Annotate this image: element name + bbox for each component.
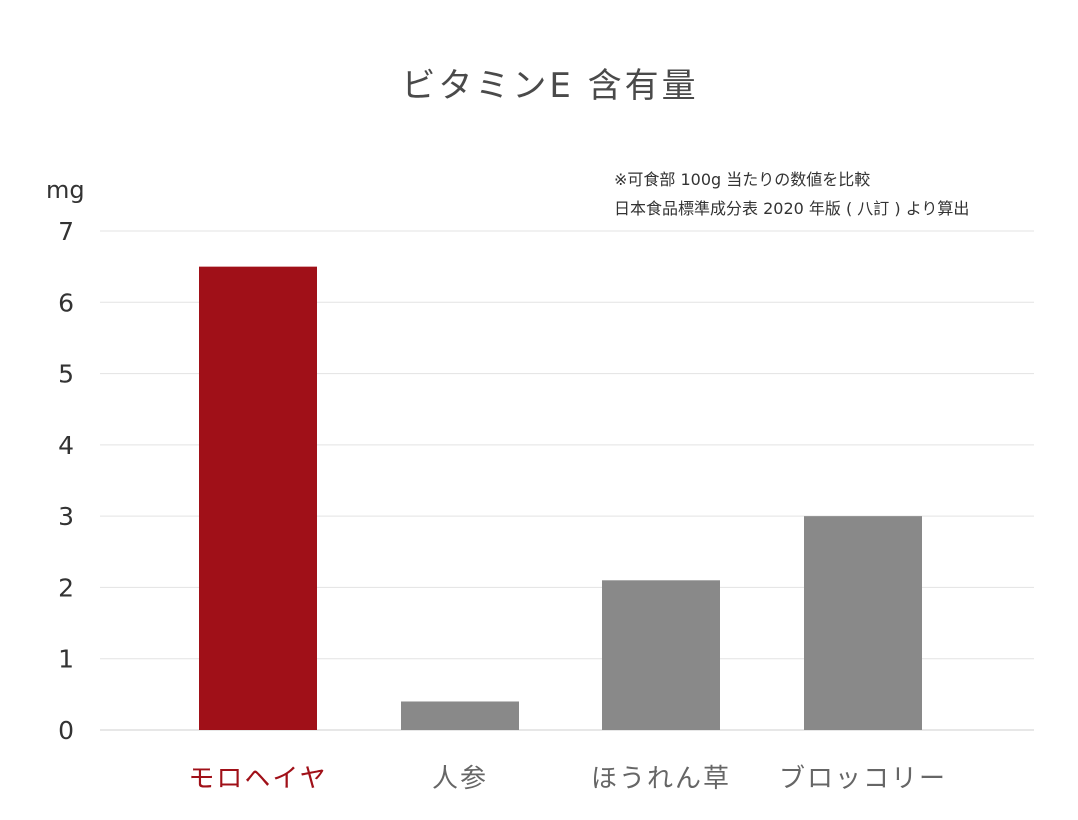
bar-3 [804, 516, 922, 730]
y-tick-label: 7 [58, 217, 74, 246]
y-tick-label: 0 [58, 716, 74, 745]
y-tick-label: 3 [58, 502, 74, 531]
chart-note-line-1: ※可食部 100g 当たりの数値を比較 [614, 170, 871, 189]
category-label: 人参 [431, 764, 488, 794]
bar-0 [199, 266, 317, 730]
y-tick-label: 5 [58, 360, 74, 389]
bar-2 [602, 580, 720, 730]
y-tick-label: 6 [58, 288, 74, 317]
y-axis-unit-label: mg [46, 176, 85, 204]
y-tick-label: 4 [58, 431, 74, 460]
bar-1 [401, 701, 519, 730]
chart-title: ビタミンE 含有量 [401, 66, 699, 106]
category-label: モロヘイヤ [188, 764, 328, 794]
category-label: ほうれん草 [590, 764, 731, 794]
chart-note-line-2: 日本食品標準成分表 2020 年版 ( 八訂 ) より算出 [614, 199, 970, 218]
category-label: ブロッコリー [778, 764, 947, 794]
y-tick-label: 2 [58, 573, 74, 602]
y-tick-label: 1 [58, 645, 74, 674]
